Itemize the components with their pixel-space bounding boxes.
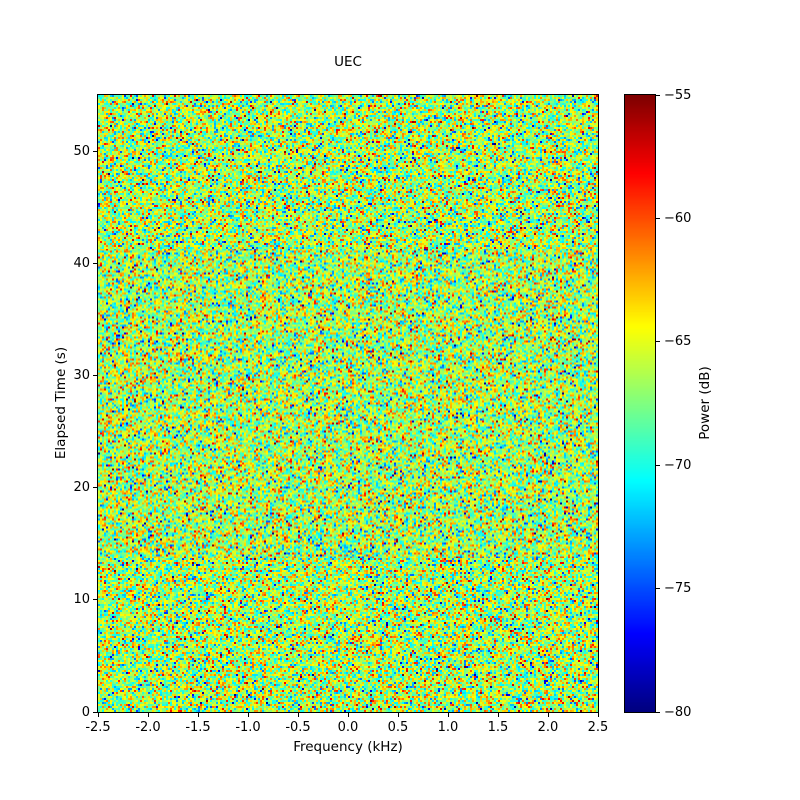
colorbar-label: Power (dB) [697, 366, 713, 440]
y-tick-mark [93, 150, 97, 152]
x-tick-mark [447, 713, 449, 717]
heatmap-plot-area [97, 94, 599, 713]
colorbar-tick-label: −70 [664, 457, 692, 473]
x-tick-label: 1.0 [437, 720, 459, 735]
x-axis-label: Frequency (kHz) [293, 739, 403, 755]
x-tick-label: 0.5 [387, 720, 409, 735]
y-tick-label: 0 [81, 704, 90, 720]
y-tick-label: 40 [73, 255, 90, 271]
x-tick-label: -2.0 [135, 720, 161, 735]
x-tick-label: 2.5 [587, 720, 609, 735]
y-axis-label: Elapsed Time (s) [53, 346, 69, 460]
x-tick-mark [397, 713, 399, 717]
heatmap-canvas [98, 95, 598, 712]
colorbar-tick-mark [656, 217, 660, 219]
x-tick-mark [297, 713, 299, 717]
x-tick-mark [247, 713, 249, 717]
y-tick-label: 20 [73, 480, 90, 496]
colorbar-tick-label: −60 [664, 210, 692, 226]
y-tick-mark [93, 374, 97, 376]
x-tick-label: 1.5 [487, 720, 509, 735]
colorbar-tick-label: −75 [664, 581, 692, 597]
y-tick-mark [93, 487, 97, 489]
colorbar-tick-mark [656, 341, 660, 343]
colorbar-canvas [625, 95, 655, 712]
x-tick-mark [147, 713, 149, 717]
x-tick-mark [97, 713, 99, 717]
x-tick-mark [547, 713, 549, 717]
y-tick-mark [93, 711, 97, 713]
colorbar-tick-mark [656, 94, 660, 96]
y-tick-label: 10 [73, 592, 90, 608]
colorbar-tick-label: −65 [664, 334, 692, 350]
colorbar-tick-mark [656, 711, 660, 713]
y-tick-mark [93, 599, 97, 601]
x-tick-label: -0.5 [285, 720, 311, 735]
y-tick-label: 50 [73, 143, 90, 159]
x-tick-mark [347, 713, 349, 717]
colorbar-tick-mark [656, 588, 660, 590]
x-tick-label: -1.0 [235, 720, 261, 735]
y-tick-label: 30 [73, 367, 90, 383]
figure-title: UEC [334, 54, 362, 70]
x-tick-mark [497, 713, 499, 717]
y-tick-mark [93, 262, 97, 264]
x-tick-label: 0.0 [337, 720, 359, 735]
x-tick-mark [597, 713, 599, 717]
x-tick-label: -1.5 [185, 720, 211, 735]
colorbar [624, 94, 656, 713]
x-tick-label: 2.0 [537, 720, 559, 735]
colorbar-tick-label: −80 [664, 704, 692, 720]
colorbar-tick-mark [656, 464, 660, 466]
x-tick-label: -2.5 [85, 720, 111, 735]
x-tick-mark [197, 713, 199, 717]
colorbar-tick-label: −55 [664, 87, 692, 103]
